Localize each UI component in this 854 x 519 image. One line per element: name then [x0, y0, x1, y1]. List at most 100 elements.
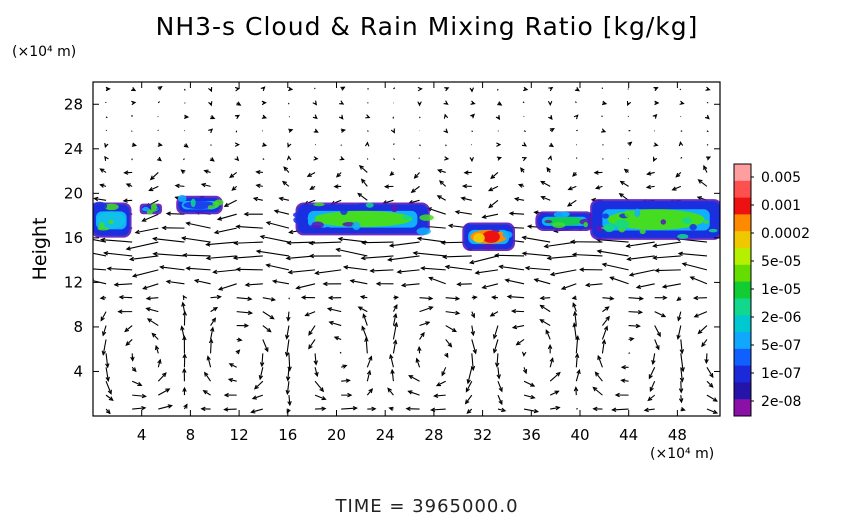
wind-vector [147, 318, 159, 327]
wind-vector [534, 278, 551, 285]
wind-vector-head [497, 101, 503, 106]
wind-vector [626, 241, 655, 247]
wind-vector [597, 355, 603, 368]
wind-vector-head [182, 386, 187, 392]
wind-vector [694, 311, 708, 318]
wind-vector-head [130, 356, 135, 362]
wind-vector [648, 367, 656, 379]
wind-vector [445, 325, 457, 332]
colorbar-swatch-3 [734, 214, 751, 232]
x-tick-label-5: 24 [376, 426, 395, 444]
wind-vector-head [572, 322, 577, 328]
wind-vector-head [165, 211, 171, 216]
y-tick-label-3: 16 [64, 229, 83, 247]
wind-vector-head [154, 344, 160, 351]
wind-vector [233, 255, 263, 259]
wind-vector-head [555, 371, 561, 377]
wind-vector-head [285, 376, 291, 382]
wind-vector [547, 255, 577, 259]
wind-vector-head [578, 267, 585, 272]
wind-vector-head [180, 325, 185, 331]
wind-vector [705, 353, 708, 363]
wind-vector [465, 380, 473, 392]
wind-vector-head [539, 319, 545, 324]
wind-vector-head [697, 329, 703, 335]
wind-vector [124, 325, 133, 332]
wind-vector [370, 269, 394, 272]
wind-vector-head [566, 202, 573, 207]
wind-vector-head [470, 365, 476, 372]
wind-vector [194, 279, 211, 285]
colorbar: 0.005 0.001 0.0002 5e-05 1e-05 2e-06 5e-07 1e-0… [733, 163, 810, 417]
wind-vector-head [524, 265, 530, 271]
wind-vector [431, 408, 446, 411]
wind-vector-head [223, 392, 229, 398]
wind-vector [541, 196, 551, 201]
wind-vector [482, 283, 499, 289]
wind-vector-head [233, 240, 239, 246]
wind-vector [279, 197, 290, 201]
wind-vector [102, 339, 107, 355]
wind-vector-head [357, 306, 363, 311]
wind-vector-head [216, 216, 223, 221]
wind-vector-head [533, 278, 539, 283]
wind-vector [256, 250, 290, 257]
wind-vector-head [521, 351, 527, 357]
wind-vector [644, 408, 655, 411]
wind-vector-head [494, 362, 500, 368]
wind-vector-head [603, 325, 609, 331]
wind-vector [680, 156, 683, 159]
wind-vector [309, 241, 342, 244]
wind-vector-head [339, 100, 345, 105]
wind-vector-head [212, 269, 218, 275]
wind-vector [186, 222, 211, 229]
wind-vector-head [321, 406, 327, 411]
colorbar-swatch-0 [734, 164, 751, 182]
wind-vector-head [600, 128, 607, 133]
wind-vector [146, 307, 159, 313]
wind-vector-head [228, 363, 234, 368]
wind-vector-head [661, 313, 667, 318]
wind-vector-head [573, 386, 579, 392]
wind-vector-head [645, 184, 652, 190]
wind-vector-head [128, 256, 135, 262]
wind-vector [592, 387, 603, 396]
wind-vector-head [428, 306, 434, 311]
wind-vector [210, 296, 221, 299]
colorbar-label-8: 2e-08 [761, 394, 801, 410]
wind-vector-head [205, 255, 211, 261]
wind-vector-head [510, 308, 517, 314]
wind-vector [595, 372, 603, 382]
wind-vector [341, 407, 357, 410]
wind-vector [421, 267, 446, 271]
colorbar-swatch-6 [734, 264, 751, 283]
wind-vector-head [148, 187, 154, 192]
wind-vector [350, 280, 368, 285]
wind-vector-head [264, 347, 269, 353]
wind-vector-head [141, 405, 147, 411]
wind-vector-head [182, 252, 188, 258]
wind-vector-head [539, 295, 545, 301]
wind-vector-head [504, 278, 510, 283]
wind-vector-head [618, 192, 624, 198]
wind-vector-head [286, 155, 292, 161]
wind-vector-head [312, 100, 318, 106]
wind-vector-head [182, 353, 187, 359]
wind-vector-head [369, 268, 375, 274]
wind-vector [636, 283, 655, 289]
wind-vector-head [416, 236, 422, 241]
wind-vector [418, 157, 420, 159]
wind-vector [204, 372, 212, 382]
wind-vector-head [335, 247, 341, 253]
wind-vector-head [554, 390, 560, 395]
wind-vector-head [487, 187, 494, 192]
wind-vector [252, 394, 263, 400]
wind-vector [628, 297, 643, 300]
wind-vector [260, 235, 290, 243]
wind-vector-head [470, 100, 476, 105]
wind-vector [493, 325, 499, 339]
wind-vector [471, 325, 474, 336]
wind-vector-head [651, 359, 656, 366]
wind-vector [690, 276, 708, 285]
wind-vector [210, 339, 212, 354]
